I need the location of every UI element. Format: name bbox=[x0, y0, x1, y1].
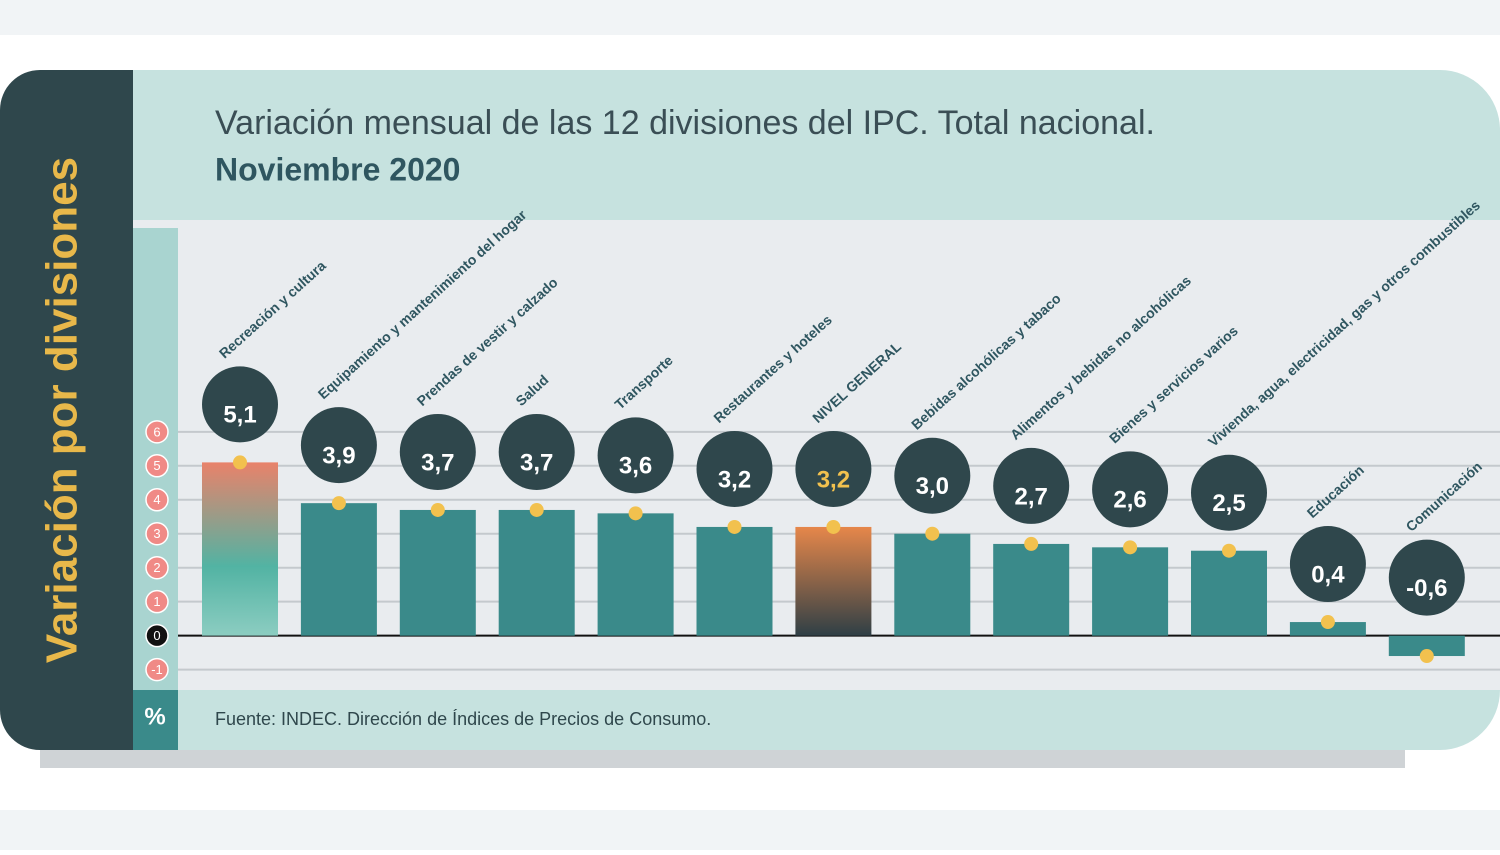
bar-dot bbox=[1123, 540, 1138, 555]
bar-dot bbox=[1222, 543, 1236, 558]
value-badge bbox=[399, 413, 476, 490]
y-tick-badge bbox=[145, 555, 169, 580]
y-tick-label: 5 bbox=[153, 458, 160, 473]
chart-title: Variación mensual de las 12 divisiones d… bbox=[215, 104, 1155, 142]
bar bbox=[399, 509, 476, 636]
value-badge bbox=[1092, 451, 1169, 528]
bar-dot bbox=[1024, 536, 1039, 551]
value-label: -0,6 bbox=[1406, 575, 1447, 602]
value-label: 2,7 bbox=[1015, 483, 1048, 510]
value-label: 3,9 bbox=[322, 443, 355, 470]
bar bbox=[1092, 547, 1169, 636]
bar-dot bbox=[628, 506, 643, 521]
y-tick-label: 4 bbox=[153, 492, 160, 507]
y-tick-badge bbox=[145, 488, 169, 512]
bar bbox=[795, 526, 872, 636]
value-label: 3,0 bbox=[916, 473, 949, 500]
y-tick-label: 6 bbox=[153, 424, 160, 439]
bar-dot bbox=[1419, 649, 1434, 664]
value-label: 2,6 bbox=[1113, 487, 1146, 514]
y-tick-badge bbox=[145, 521, 169, 546]
side-label: Variación por divisiones bbox=[38, 157, 87, 663]
bar-dot bbox=[727, 519, 742, 534]
y-tick-label: 0 bbox=[153, 628, 160, 643]
top-band bbox=[0, 0, 1500, 35]
value-badge bbox=[498, 413, 575, 490]
y-tick-badge bbox=[145, 623, 169, 648]
bar bbox=[894, 533, 971, 636]
bar-dot bbox=[430, 502, 445, 517]
bottom-band bbox=[0, 810, 1500, 850]
value-label: 3,6 bbox=[619, 453, 652, 480]
unit: % bbox=[144, 703, 165, 730]
bar bbox=[300, 503, 377, 636]
value-badge bbox=[202, 366, 278, 443]
bar-dot bbox=[925, 526, 940, 541]
value-badge bbox=[300, 407, 377, 484]
bar bbox=[1388, 635, 1465, 657]
bar-dot bbox=[233, 455, 247, 470]
value-badge bbox=[993, 447, 1070, 524]
bar bbox=[993, 543, 1070, 636]
bar bbox=[597, 513, 674, 636]
value-badge bbox=[597, 417, 674, 494]
bar-dot bbox=[1320, 615, 1335, 630]
value-label: 0,4 bbox=[1311, 561, 1345, 588]
value-badge bbox=[1289, 526, 1366, 603]
y-tick-badge bbox=[145, 657, 169, 682]
y-tick-badge bbox=[145, 454, 169, 478]
bar bbox=[1191, 550, 1267, 636]
source: Fuente: INDEC. Dirección de Índices de P… bbox=[215, 709, 711, 729]
value-badge bbox=[795, 430, 872, 507]
value-label: 2,5 bbox=[1212, 490, 1245, 517]
value-label: 5,1 bbox=[223, 402, 256, 429]
bar bbox=[202, 462, 278, 636]
value-label: 3,7 bbox=[520, 449, 553, 476]
value-label: 3,2 bbox=[817, 466, 850, 493]
value-label: 3,7 bbox=[421, 449, 454, 476]
bar bbox=[696, 526, 773, 636]
bar-dot bbox=[331, 496, 346, 511]
bar-dot bbox=[529, 502, 544, 517]
side-panel-fill bbox=[60, 70, 133, 750]
value-badge bbox=[1388, 539, 1465, 616]
bar-dot bbox=[826, 519, 841, 534]
y-tick-label: -1 bbox=[151, 662, 163, 677]
y-tick-badge bbox=[145, 589, 169, 614]
y-tick-label: 1 bbox=[153, 594, 160, 609]
shadow bbox=[40, 750, 1405, 768]
value-badge bbox=[696, 430, 773, 507]
y-tick-label: 3 bbox=[153, 526, 160, 541]
value-badge bbox=[894, 437, 971, 514]
chart-subtitle: Noviembre 2020 bbox=[215, 151, 460, 187]
y-tick-badge bbox=[145, 420, 169, 444]
value-label: 3,2 bbox=[718, 466, 751, 493]
unit-box bbox=[133, 690, 178, 750]
bar bbox=[498, 509, 575, 636]
y-tick-label: 2 bbox=[153, 560, 160, 575]
value-badge bbox=[1191, 454, 1267, 531]
